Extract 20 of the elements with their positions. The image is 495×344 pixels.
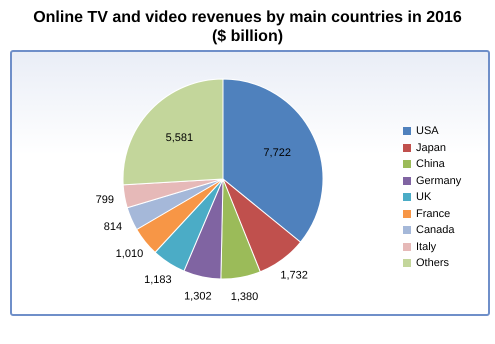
legend-label: USA — [416, 125, 439, 138]
data-label: 1,183 — [144, 274, 172, 286]
legend-label: France — [416, 208, 450, 220]
chart-title: Online TV and video revenues by main countries in 2016 — [32, 8, 463, 27]
data-label: 799 — [96, 194, 114, 206]
data-label: 5,581 — [166, 132, 194, 144]
data-label: 1,380 — [230, 291, 258, 304]
data-label: 1,732 — [280, 270, 308, 282]
data-label: 1,302 — [184, 290, 212, 302]
legend-label: Japan — [416, 142, 446, 154]
legend-label: Others — [416, 257, 450, 270]
data-label: 7,722 — [263, 147, 291, 160]
legend-label: Italy — [416, 240, 436, 253]
chart-subtitle: ($ billion) — [210, 27, 284, 46]
legend-label: UK — [416, 191, 432, 204]
data-label: 814 — [104, 220, 122, 233]
legend-label: Germany — [416, 174, 462, 187]
legend-label: China — [416, 158, 445, 170]
data-label: 1,010 — [116, 248, 144, 260]
legend-label: Canada — [416, 224, 455, 236]
